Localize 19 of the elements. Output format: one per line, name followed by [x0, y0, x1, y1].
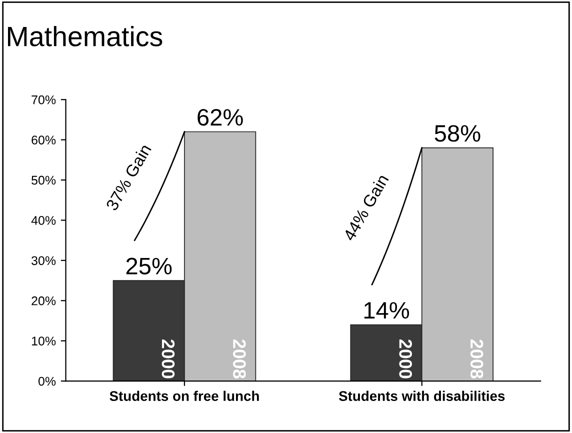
- y-tick-label: 20%: [32, 296, 56, 306]
- y-tick-label: 50%: [32, 176, 56, 185]
- y-tick-label: 40%: [31, 216, 56, 225]
- x-tick-label: Students with disabilities: [338, 390, 505, 401]
- data-label: 14%: [364, 302, 410, 319]
- y-tick-label: 10%: [32, 336, 56, 346]
- x-tick-label: Students on free lunch: [110, 390, 259, 401]
- series-label: 2008: [233, 339, 246, 378]
- series-label: 2000: [162, 339, 175, 378]
- data-label: 25%: [126, 258, 172, 274]
- y-tick-label: 70%: [32, 95, 56, 104]
- data-label: 62%: [198, 108, 243, 126]
- chart-title: Mathematics: [8, 26, 162, 46]
- y-tick-label: 0%: [38, 376, 56, 386]
- y-tick-label: 60%: [32, 136, 56, 144]
- text: 2000: [399, 339, 412, 378]
- y-tick-label: 30%: [32, 256, 56, 266]
- text: 2008: [470, 339, 484, 378]
- data-label: 58%: [434, 125, 480, 142]
